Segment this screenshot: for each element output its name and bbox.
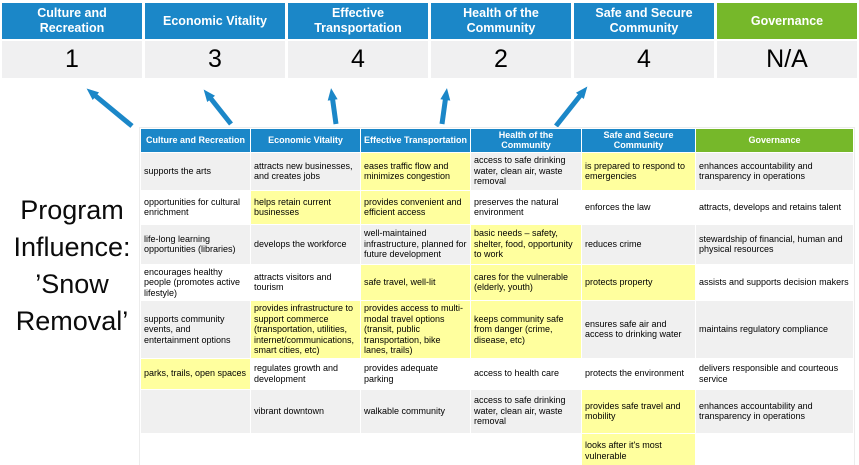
matrix-cell: assists and supports decision makers bbox=[695, 263, 854, 302]
matrix-cell: is prepared to respond to emergencies bbox=[581, 151, 696, 191]
matrix-column-header: Safe and Secure Community bbox=[581, 128, 696, 153]
matrix-cell: supports community events, and entertain… bbox=[140, 300, 251, 359]
matrix-cell: stewardship of financial, human and phys… bbox=[695, 223, 854, 265]
matrix-cell bbox=[140, 432, 251, 465]
matrix-cell: vibrant downtown bbox=[250, 388, 361, 434]
matrix-cell: enhances accountability and transparency… bbox=[695, 388, 854, 434]
matrix-cell: ensures safe air and access to drinking … bbox=[581, 300, 696, 359]
matrix-cell bbox=[695, 432, 854, 465]
matrix-cell: attracts new businesses, and creates job… bbox=[250, 151, 361, 191]
pillar-score: 2 bbox=[431, 41, 571, 78]
matrix-cell: provides infrastructure to support comme… bbox=[250, 300, 361, 359]
table-row: supports the arts attracts new businesses… bbox=[140, 151, 854, 191]
table-row: encourages healthy people (promotes acti… bbox=[140, 263, 854, 302]
pillar-safe-and-secure-community: Safe and Secure Community 4 bbox=[574, 3, 714, 78]
summary-band: Culture and Recreation 1 Economic Vitality… bbox=[2, 3, 857, 78]
matrix-cell: delivers responsible and courteous servi… bbox=[695, 357, 854, 390]
matrix-cell: life-long learning opportunities (librar… bbox=[140, 223, 251, 265]
matrix-cell: enforces the law bbox=[581, 189, 696, 225]
matrix-cell bbox=[140, 388, 251, 434]
matrix-header-row: Culture and Recreation Economic Vitality E… bbox=[140, 128, 854, 153]
matrix-cell: provides safe travel and mobility bbox=[581, 388, 696, 434]
matrix-cell: maintains regulatory compliance bbox=[695, 300, 854, 359]
matrix-column-header: Effective Transportation bbox=[360, 128, 471, 153]
matrix-cell: provides adequate parking bbox=[360, 357, 471, 390]
matrix-column-header: Health of the Community bbox=[470, 128, 582, 153]
pillar-score: 1 bbox=[2, 41, 142, 78]
matrix-cell: walkable community bbox=[360, 388, 471, 434]
matrix-cell bbox=[470, 432, 582, 465]
matrix-cell: access to safe drinking water, clean air… bbox=[470, 151, 582, 191]
matrix-cell: reduces crime bbox=[581, 223, 696, 265]
matrix-cell: develops the workforce bbox=[250, 223, 361, 265]
table-row: parks, trails, open spaces regulates grow… bbox=[140, 357, 854, 390]
matrix-cell: encourages healthy people (promotes acti… bbox=[140, 263, 251, 302]
pillar-governance: Governance N/A bbox=[717, 3, 857, 78]
matrix-cell bbox=[360, 432, 471, 465]
matrix-cell: opportunities for cultural enrichment bbox=[140, 189, 251, 225]
pillar-header: Effective Transportation bbox=[288, 3, 428, 39]
matrix-cell bbox=[250, 432, 361, 465]
influence-matrix: Culture and Recreation Economic Vitality E… bbox=[140, 128, 854, 465]
matrix-cell: enhances accountability and transparency… bbox=[695, 151, 854, 191]
table-row: looks after it's most vulnerable bbox=[140, 432, 854, 465]
pillar-header: Economic Vitality bbox=[145, 3, 285, 39]
matrix-cell: well-maintained infrastructure, planned … bbox=[360, 223, 471, 265]
pillar-header: Culture and Recreation bbox=[2, 3, 142, 39]
matrix-cell: provides access to multi-modal travel op… bbox=[360, 300, 471, 359]
table-row: life-long learning opportunities (librar… bbox=[140, 223, 854, 265]
pillar-score: N/A bbox=[717, 41, 857, 78]
pillar-health-of-the-community: Health of the Community 2 bbox=[431, 3, 571, 78]
arrow-icon bbox=[86, 88, 134, 128]
arrow-icon bbox=[439, 88, 451, 125]
program-influence-label: Program Influence: ’Snow Removal’ bbox=[13, 195, 131, 336]
pillar-score: 4 bbox=[288, 41, 428, 78]
matrix-cell: attracts visitors and tourism bbox=[250, 263, 361, 302]
pillar-header: Governance bbox=[717, 3, 857, 39]
matrix-cell: protects property bbox=[581, 263, 696, 302]
arrow-icon bbox=[554, 86, 588, 128]
arrow-icon bbox=[327, 88, 339, 125]
pillar-effective-transportation: Effective Transportation 4 bbox=[288, 3, 428, 78]
matrix-column-header: Economic Vitality bbox=[250, 128, 361, 153]
matrix-cell: eases traffic flow and minimizes congest… bbox=[360, 151, 471, 191]
table-row: supports community events, and entertain… bbox=[140, 300, 854, 359]
matrix-cell: provides convenient and efficient access bbox=[360, 189, 471, 225]
matrix-cell: looks after it's most vulnerable bbox=[581, 432, 696, 465]
matrix-cell: parks, trails, open spaces bbox=[140, 357, 251, 390]
matrix-cell: safe travel, well-lit bbox=[360, 263, 471, 302]
matrix-cell: regulates growth and development bbox=[250, 357, 361, 390]
matrix-cell: keeps community safe from danger (crime,… bbox=[470, 300, 582, 359]
matrix-body: supports the arts attracts new businesses… bbox=[140, 151, 854, 465]
matrix-cell: attracts, develops and retains talent bbox=[695, 189, 854, 225]
pillar-economic-vitality: Economic Vitality 3 bbox=[145, 3, 285, 78]
matrix-column-header: Culture and Recreation bbox=[140, 128, 251, 153]
pillar-header: Safe and Secure Community bbox=[574, 3, 714, 39]
pillar-score: 4 bbox=[574, 41, 714, 78]
matrix-cell: preserves the natural environment bbox=[470, 189, 582, 225]
matrix-cell: supports the arts bbox=[140, 151, 251, 191]
score-arrows bbox=[86, 86, 588, 128]
matrix-cell: basic needs – safety, shelter, food, opp… bbox=[470, 223, 582, 265]
matrix-cell: access to safe drinking water, clean air… bbox=[470, 388, 582, 434]
table-row: opportunities for cultural enrichment hel… bbox=[140, 189, 854, 225]
arrow-icon bbox=[203, 89, 233, 126]
matrix-cell: cares for the vulnerable (elderly, youth… bbox=[470, 263, 582, 302]
pillar-culture-and-recreation: Culture and Recreation 1 bbox=[2, 3, 142, 78]
table-row: vibrant downtown walkable community access… bbox=[140, 388, 854, 434]
matrix-cell: protects the environment bbox=[581, 357, 696, 390]
matrix-column-header: Governance bbox=[695, 128, 854, 153]
pillar-header: Health of the Community bbox=[431, 3, 571, 39]
matrix-cell: helps retain current businesses bbox=[250, 189, 361, 225]
matrix-cell: access to health care bbox=[470, 357, 582, 390]
pillar-score: 3 bbox=[145, 41, 285, 78]
